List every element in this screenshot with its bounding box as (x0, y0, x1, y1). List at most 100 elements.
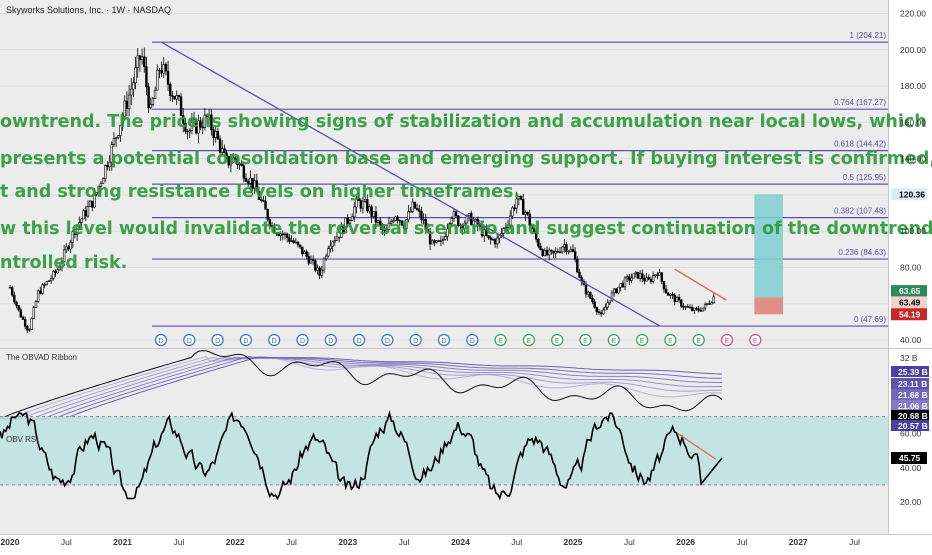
candle[interactable] (231, 157, 235, 163)
earnings-marker[interactable] (664, 333, 677, 347)
candle[interactable] (625, 276, 629, 279)
candle[interactable] (491, 239, 495, 241)
candle[interactable] (246, 181, 250, 184)
candle[interactable] (684, 306, 687, 308)
candle[interactable] (597, 311, 601, 314)
candle[interactable] (41, 284, 44, 294)
candle[interactable] (132, 82, 135, 90)
candle[interactable] (409, 211, 412, 213)
candle[interactable] (160, 70, 163, 74)
dividend-marker[interactable] (239, 333, 252, 347)
candle[interactable] (422, 219, 425, 221)
candle[interactable] (97, 185, 100, 193)
candle[interactable] (19, 309, 23, 318)
candle[interactable] (320, 269, 324, 276)
candle[interactable] (80, 218, 83, 223)
candle[interactable] (504, 226, 508, 229)
dividend-marker[interactable] (211, 333, 224, 347)
candle[interactable] (272, 225, 276, 234)
obvad-line[interactable] (0, 350, 723, 420)
candle[interactable] (699, 310, 702, 312)
candle[interactable] (420, 210, 423, 221)
obv-rsi-line[interactable] (0, 410, 723, 501)
candle[interactable] (662, 281, 666, 290)
earnings-marker[interactable] (494, 333, 507, 347)
candle[interactable] (593, 301, 596, 308)
candle[interactable] (411, 201, 414, 212)
candle[interactable] (277, 233, 280, 236)
candle[interactable] (324, 255, 328, 260)
candle[interactable] (101, 178, 105, 184)
candle[interactable] (86, 206, 90, 217)
candle[interactable] (104, 165, 107, 179)
candle[interactable] (279, 233, 282, 236)
candle[interactable] (392, 220, 395, 223)
candle[interactable] (119, 124, 122, 136)
dividend-marker[interactable] (296, 333, 309, 347)
earnings-marker[interactable] (720, 333, 734, 347)
candle[interactable] (270, 225, 274, 227)
candle[interactable] (545, 250, 549, 256)
candle[interactable] (643, 278, 646, 282)
candle[interactable] (706, 303, 709, 305)
candle[interactable] (654, 274, 657, 277)
candle[interactable] (290, 240, 293, 242)
candle[interactable] (547, 249, 551, 256)
candle[interactable] (240, 163, 243, 166)
candle[interactable] (283, 233, 287, 236)
candle[interactable] (153, 89, 157, 99)
candle[interactable] (331, 241, 334, 247)
candle[interactable] (350, 216, 354, 221)
candle[interactable] (210, 114, 213, 131)
candle[interactable] (58, 266, 62, 271)
candle[interactable] (110, 144, 113, 163)
candle[interactable] (125, 100, 129, 110)
candle[interactable] (634, 271, 637, 275)
candle[interactable] (628, 276, 631, 281)
candle[interactable] (266, 209, 269, 220)
candle[interactable] (690, 307, 694, 311)
candle[interactable] (439, 240, 443, 242)
candle[interactable] (199, 120, 202, 128)
candle[interactable] (573, 251, 577, 260)
candle[interactable] (515, 198, 518, 209)
candle[interactable] (526, 211, 529, 215)
candle[interactable] (288, 237, 291, 242)
candle[interactable] (496, 237, 499, 245)
candle[interactable] (112, 138, 116, 145)
candle[interactable] (84, 210, 87, 217)
candle[interactable] (584, 284, 588, 295)
candle[interactable] (708, 303, 711, 305)
candle[interactable] (108, 161, 111, 168)
dividend-marker[interactable] (324, 333, 337, 347)
candle[interactable] (645, 277, 648, 282)
candle[interactable] (8, 287, 12, 289)
candle[interactable] (556, 251, 560, 253)
candle[interactable] (686, 306, 689, 308)
candle[interactable] (636, 271, 640, 279)
candle[interactable] (201, 126, 204, 129)
dividend-marker[interactable] (409, 333, 422, 347)
candle[interactable] (426, 228, 430, 233)
candle[interactable] (478, 225, 482, 227)
downtrend-line[interactable] (161, 41, 661, 327)
candle[interactable] (121, 115, 124, 126)
candle[interactable] (641, 273, 644, 280)
candle[interactable] (677, 297, 681, 301)
candle[interactable] (197, 120, 200, 134)
candle[interactable] (664, 288, 668, 294)
candle[interactable] (13, 294, 16, 303)
candle[interactable] (43, 284, 46, 286)
candle[interactable] (164, 64, 168, 72)
candle[interactable] (149, 104, 152, 109)
candle[interactable] (571, 249, 575, 252)
candle[interactable] (673, 294, 676, 302)
candle[interactable] (21, 316, 25, 320)
candle[interactable] (158, 69, 161, 72)
earnings-marker[interactable] (635, 333, 649, 347)
candle[interactable] (701, 307, 705, 312)
candle[interactable] (316, 267, 319, 271)
candle[interactable] (188, 130, 191, 133)
candle[interactable] (467, 213, 471, 217)
candle[interactable] (195, 119, 198, 134)
